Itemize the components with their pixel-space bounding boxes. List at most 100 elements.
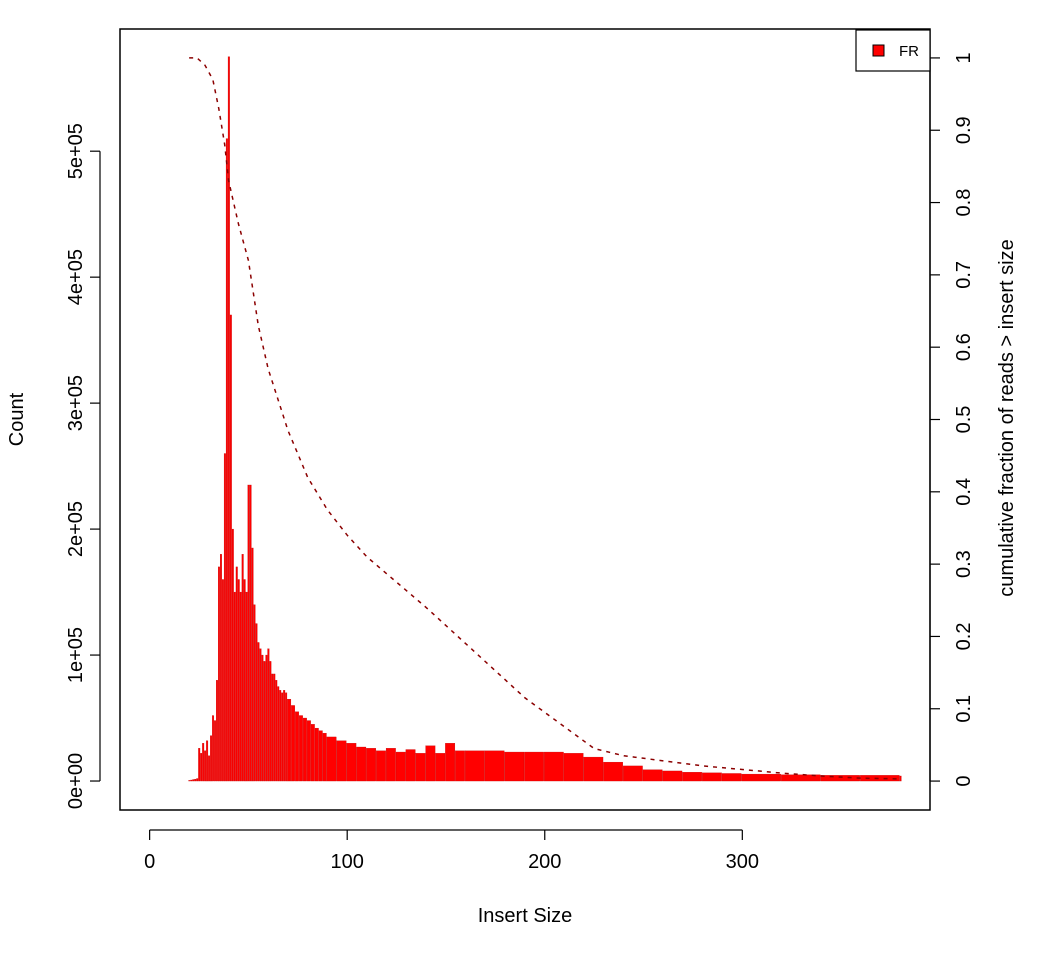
bar bbox=[563, 753, 584, 782]
bar bbox=[279, 690, 282, 782]
bar bbox=[247, 484, 250, 782]
x-axis: 0 100 200 300 bbox=[144, 829, 759, 873]
bar bbox=[425, 745, 436, 782]
bar bbox=[241, 554, 244, 782]
bar bbox=[356, 746, 367, 782]
y-tick-label: 0e+00 bbox=[65, 753, 87, 809]
bar bbox=[263, 661, 266, 782]
x-tick-label: 200 bbox=[528, 851, 561, 873]
bar bbox=[464, 750, 485, 782]
bar bbox=[314, 727, 319, 782]
bar bbox=[190, 779, 193, 782]
bar bbox=[208, 755, 211, 782]
y2-tick-label: 0.9 bbox=[953, 116, 975, 144]
bar bbox=[524, 751, 544, 782]
y2-tick-label: 0 bbox=[953, 776, 975, 787]
bar bbox=[255, 623, 258, 782]
y2-tick-label: 0.4 bbox=[953, 478, 975, 506]
bar bbox=[192, 779, 195, 782]
bar bbox=[741, 773, 781, 782]
bar bbox=[261, 654, 264, 782]
bar bbox=[623, 765, 643, 782]
y-tick-label: 3e+05 bbox=[65, 375, 87, 431]
bar bbox=[196, 778, 199, 782]
bar bbox=[435, 753, 446, 782]
bar bbox=[223, 453, 226, 782]
bar bbox=[504, 751, 525, 782]
bar bbox=[229, 314, 232, 782]
bar bbox=[820, 775, 860, 782]
bar bbox=[395, 751, 406, 782]
bar bbox=[271, 673, 274, 782]
bar bbox=[583, 756, 604, 782]
bar bbox=[231, 528, 234, 782]
bar bbox=[212, 715, 214, 782]
bar bbox=[210, 735, 213, 782]
legend: FR bbox=[855, 29, 931, 72]
bar bbox=[214, 720, 216, 782]
x-tick-label: 300 bbox=[726, 851, 759, 873]
y2-tick-label: 0.6 bbox=[953, 333, 975, 361]
cumulative-line-layer bbox=[189, 57, 901, 780]
bar bbox=[275, 680, 278, 782]
bar bbox=[346, 743, 357, 782]
y2-tick-label: 0.2 bbox=[953, 623, 975, 651]
bar bbox=[415, 753, 426, 782]
x-axis-label: Insert Size bbox=[478, 905, 572, 927]
cumulative-line bbox=[189, 57, 901, 780]
y2-tick-label: 0.7 bbox=[953, 261, 975, 289]
bar bbox=[336, 740, 347, 782]
bar bbox=[285, 692, 288, 782]
y2-tick-label: 0.3 bbox=[953, 550, 975, 578]
bar bbox=[484, 750, 505, 782]
bar bbox=[269, 661, 272, 782]
y-tick-label: 1e+05 bbox=[65, 627, 87, 683]
bar bbox=[243, 579, 246, 782]
bar bbox=[544, 751, 564, 782]
bar bbox=[267, 648, 270, 782]
bar bbox=[366, 748, 376, 782]
bar bbox=[198, 748, 201, 782]
bar bbox=[257, 642, 260, 782]
x-tick-label: 100 bbox=[331, 851, 364, 873]
x-tick-label: 0 bbox=[144, 851, 155, 873]
legend-label-fr: FR bbox=[899, 43, 919, 60]
bar bbox=[287, 699, 292, 782]
y-axis-left: 0e+00 1e+05 2e+05 3e+05 4e+05 5e+05 bbox=[65, 123, 101, 809]
bar bbox=[225, 138, 228, 782]
bar bbox=[721, 773, 742, 782]
bar bbox=[218, 566, 220, 782]
bar bbox=[220, 554, 222, 782]
bar bbox=[682, 772, 702, 782]
y-tick-label: 4e+05 bbox=[65, 249, 87, 305]
bar bbox=[249, 484, 252, 782]
bar bbox=[194, 778, 197, 782]
bar bbox=[302, 717, 307, 782]
bar bbox=[899, 775, 902, 782]
y2-axis-label: cumulative fraction of reads > insert si… bbox=[996, 239, 1018, 596]
bar bbox=[188, 780, 191, 782]
bar bbox=[702, 772, 722, 782]
bar bbox=[237, 579, 240, 782]
bar bbox=[295, 711, 299, 782]
bar bbox=[326, 736, 337, 782]
y2-tick-label: 1 bbox=[953, 52, 975, 63]
legend-box bbox=[855, 29, 931, 72]
bar bbox=[781, 774, 821, 782]
bar bbox=[239, 591, 242, 782]
legend-swatch-fr bbox=[872, 44, 885, 57]
y2-tick-label: 0.8 bbox=[953, 189, 975, 217]
bar bbox=[216, 680, 218, 782]
bar bbox=[253, 604, 256, 782]
bar bbox=[318, 730, 323, 782]
bar bbox=[200, 753, 203, 782]
bar bbox=[221, 579, 224, 782]
bar bbox=[277, 686, 280, 782]
bar bbox=[283, 690, 286, 782]
bar bbox=[227, 56, 230, 782]
bar bbox=[299, 715, 303, 782]
bar bbox=[603, 761, 623, 782]
bar bbox=[310, 724, 315, 782]
y-axis-label: Count bbox=[6, 392, 28, 446]
